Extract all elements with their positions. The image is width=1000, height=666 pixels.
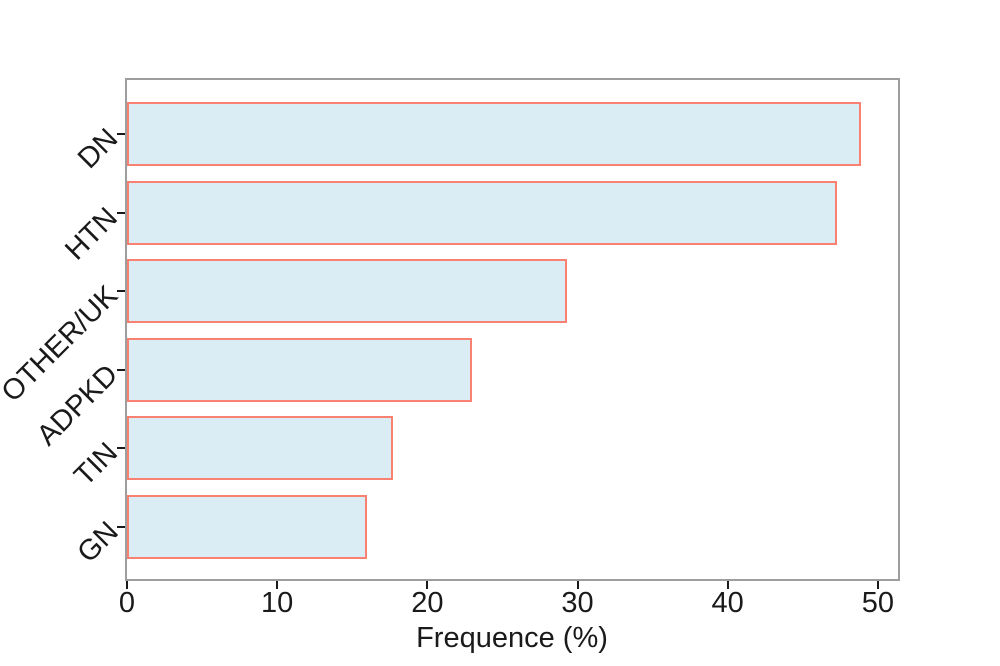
category-label-tin: TIN <box>68 437 125 493</box>
y-tick <box>117 133 125 135</box>
x-axis-title: Frequence (%) <box>416 622 608 654</box>
x-tick <box>276 581 279 589</box>
category-label-htn: HTN <box>59 201 125 267</box>
category-label-dn: DN <box>72 122 125 175</box>
x-tick-label-0: 0 <box>118 587 136 619</box>
y-tick <box>117 447 125 450</box>
plot-area: DN HTN OTHER/UK ADPKD TIN GN 0 10 20 30 40 50 <box>0 78 900 619</box>
bar-other-uk <box>127 259 567 324</box>
x-tick-label-40: 40 <box>711 587 744 619</box>
x-tick <box>876 581 879 589</box>
bar-adpkd <box>127 337 473 402</box>
y-tick <box>117 290 125 293</box>
x-tick <box>426 581 429 589</box>
y-tick <box>117 526 125 528</box>
x-tick-label-10: 10 <box>261 587 294 619</box>
x-tick <box>126 581 128 589</box>
category-label-gn: GN <box>70 515 125 570</box>
y-tick <box>117 368 125 371</box>
bar-dn <box>127 102 862 166</box>
x-tick <box>726 581 729 589</box>
x-tick <box>576 581 579 589</box>
x-tick-label-20: 20 <box>411 587 444 619</box>
bar-htn <box>127 180 838 245</box>
bar-tin <box>127 416 393 481</box>
bar-gn <box>127 495 368 559</box>
x-tick-label-50: 50 <box>861 587 895 619</box>
y-tick <box>117 211 125 214</box>
x-tick-label-30: 30 <box>561 587 594 619</box>
